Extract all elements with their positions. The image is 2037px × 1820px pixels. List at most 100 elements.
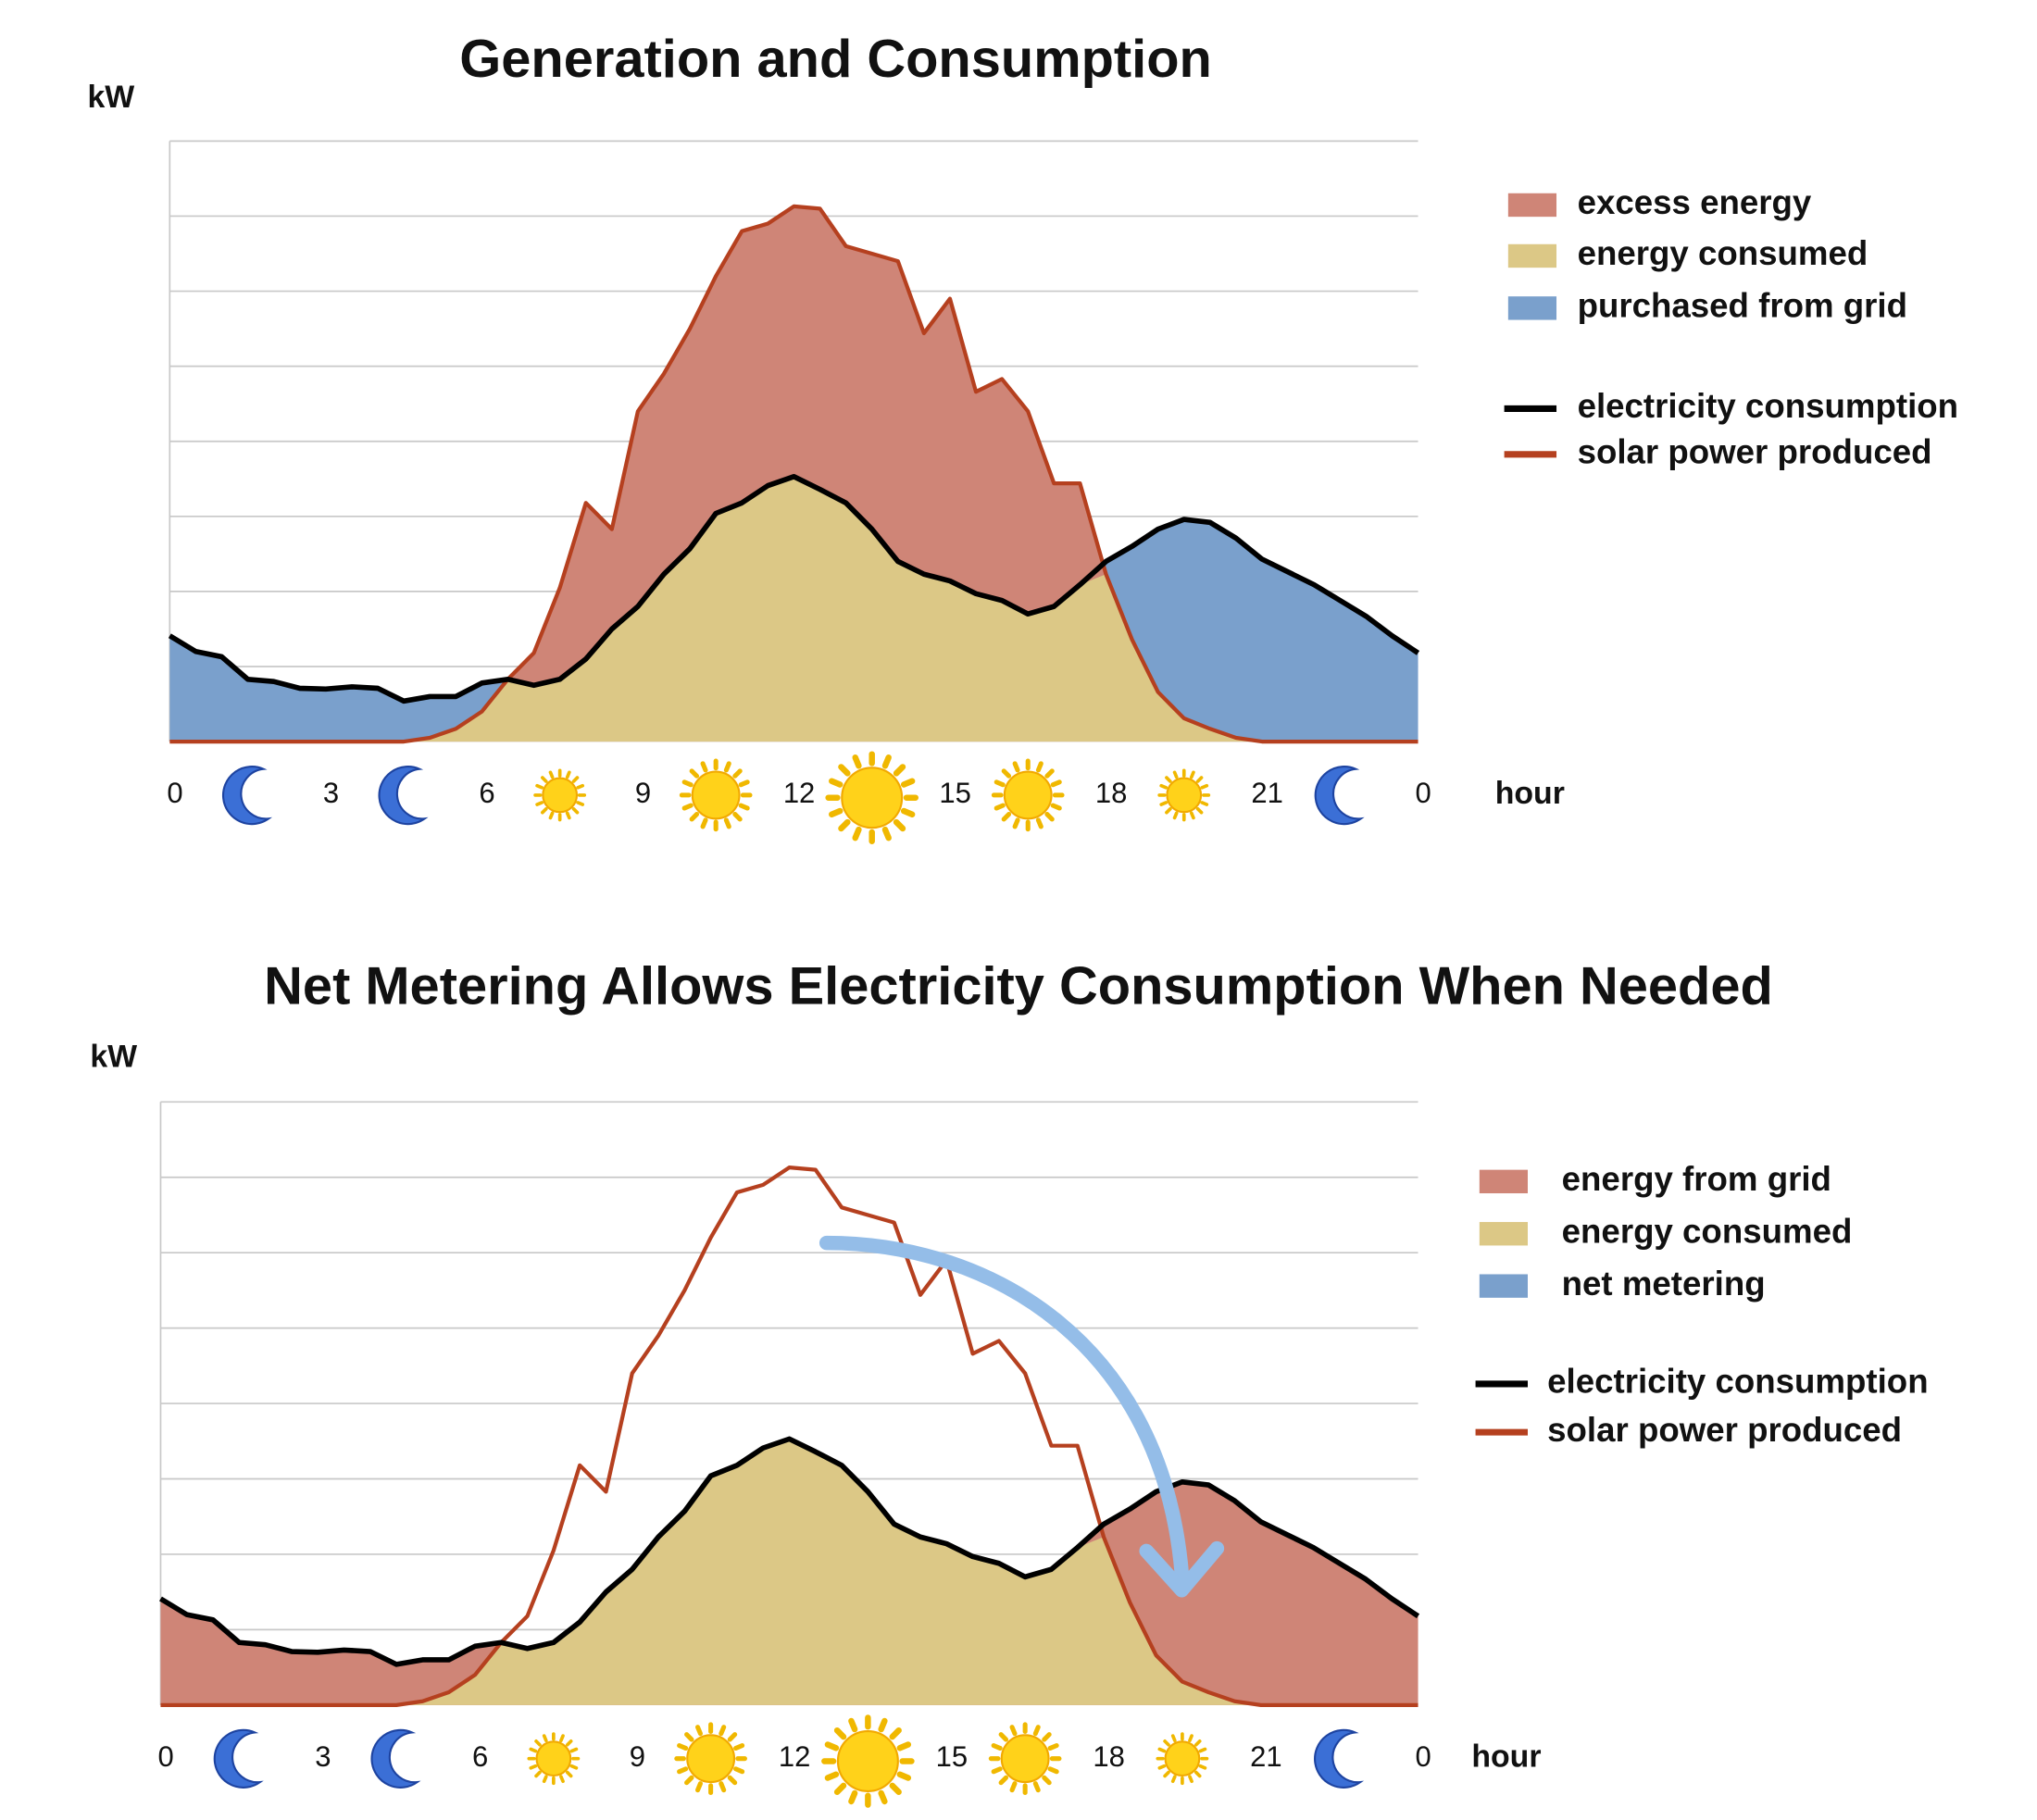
legend-label: net metering bbox=[1562, 1265, 1766, 1303]
legend-swatch bbox=[1507, 296, 1557, 320]
sun-ray bbox=[548, 770, 555, 779]
sun-icon bbox=[1157, 768, 1211, 822]
sun-ray bbox=[719, 1781, 727, 1793]
sun-ray bbox=[681, 803, 694, 811]
legend-label: energy consumed bbox=[1578, 234, 1868, 272]
sun-icon bbox=[527, 1732, 581, 1786]
sun-ray bbox=[1009, 1725, 1018, 1737]
sun-ray bbox=[733, 1766, 745, 1775]
sun-ray bbox=[1165, 776, 1172, 783]
sun-ray bbox=[565, 811, 571, 820]
sun-ray bbox=[889, 1727, 902, 1740]
sun-ray bbox=[1188, 1775, 1193, 1784]
arrow bbox=[819, 1235, 1190, 1581]
sun-ray bbox=[994, 779, 1006, 788]
sun-ray bbox=[541, 776, 548, 783]
sun-ray bbox=[1157, 1747, 1167, 1753]
legend-swatch bbox=[1479, 1222, 1528, 1246]
sun-ray bbox=[565, 770, 571, 779]
sun-ray bbox=[571, 806, 580, 815]
sun-ray bbox=[1163, 1739, 1170, 1747]
x-tick-label: 18 bbox=[1095, 777, 1128, 809]
sun-ray bbox=[689, 768, 700, 779]
sun-ray bbox=[576, 783, 585, 790]
legend-label: solar power produced bbox=[1547, 1411, 1902, 1449]
moon-icon bbox=[1314, 1728, 1365, 1789]
x-tick-label: 6 bbox=[472, 1740, 488, 1773]
sun-icon bbox=[533, 768, 587, 822]
legend-label: electricity consumption bbox=[1578, 387, 1958, 425]
sun-ray bbox=[1032, 1725, 1041, 1737]
sun-ray bbox=[998, 1732, 1009, 1742]
sun-ray bbox=[548, 811, 555, 820]
x-tick-label: 21 bbox=[1250, 1740, 1282, 1773]
sun-ray bbox=[1012, 817, 1020, 829]
sun-ray bbox=[569, 1747, 579, 1753]
sun-ray bbox=[900, 807, 916, 817]
sun-ray bbox=[896, 1771, 912, 1781]
sun-ray bbox=[889, 1782, 902, 1795]
x-tick-label: 3 bbox=[323, 777, 339, 809]
sun-icon bbox=[674, 1722, 747, 1796]
sun-ray bbox=[1044, 812, 1055, 822]
series-line bbox=[168, 474, 1420, 704]
x-tick-label: 18 bbox=[1093, 1740, 1124, 1773]
sun-ray bbox=[824, 1741, 840, 1751]
sun-icon bbox=[825, 751, 919, 844]
moon-icon bbox=[221, 766, 273, 826]
x-tick-label: 9 bbox=[630, 1740, 645, 1773]
sun-disc bbox=[535, 1740, 572, 1777]
sun-ray bbox=[1009, 1781, 1018, 1793]
sun-ray bbox=[535, 801, 544, 806]
sun-ray bbox=[541, 806, 548, 815]
sun-ray bbox=[727, 1775, 738, 1786]
sun-ray bbox=[1189, 770, 1195, 779]
legend-swatch bbox=[1507, 243, 1557, 268]
sun-ray bbox=[1042, 1775, 1052, 1786]
sun-ray bbox=[694, 1781, 703, 1793]
sun-ray bbox=[732, 768, 743, 779]
sun-ray bbox=[684, 1775, 694, 1786]
x-tick-label: 15 bbox=[939, 777, 970, 809]
moon-icon bbox=[370, 1728, 421, 1789]
x-tick-label: 12 bbox=[783, 777, 816, 809]
sun-ray bbox=[1198, 1747, 1207, 1753]
sun-ray bbox=[829, 807, 844, 817]
sun-ray bbox=[848, 1789, 858, 1805]
sun-ray bbox=[534, 1739, 542, 1747]
x-axis-label: hour bbox=[1495, 776, 1565, 811]
series-line bbox=[160, 1166, 1418, 1707]
sun-ray bbox=[1188, 1734, 1193, 1743]
x-tick-label: 15 bbox=[936, 1740, 969, 1773]
series-line bbox=[169, 204, 1418, 744]
sun-ray bbox=[1047, 1766, 1059, 1775]
x-tick-label: 0 bbox=[1416, 777, 1431, 809]
sun-ray bbox=[1157, 1764, 1167, 1770]
sun-ray bbox=[738, 803, 750, 811]
sun-ray bbox=[529, 1747, 538, 1753]
sun-icon bbox=[991, 758, 1065, 832]
sun-disc bbox=[542, 777, 579, 814]
chart-title: Net Metering Allows Electricity Consumpt… bbox=[264, 956, 1773, 1016]
legend-swatch bbox=[1479, 1274, 1528, 1298]
sun-ray bbox=[1050, 779, 1062, 788]
x-tick-label: 0 bbox=[167, 777, 182, 809]
sun-ray bbox=[733, 1743, 745, 1751]
sun-ray bbox=[881, 754, 892, 769]
x-tick-label: 6 bbox=[479, 777, 494, 809]
sun-ray bbox=[893, 818, 906, 832]
sun-ray bbox=[565, 1739, 573, 1747]
sun-ray bbox=[684, 1732, 694, 1742]
sun-ray bbox=[900, 778, 916, 788]
sun-ray bbox=[569, 1764, 579, 1770]
sun-ray bbox=[896, 1741, 912, 1751]
sun-ray bbox=[677, 1743, 689, 1751]
sun-ray bbox=[1042, 1732, 1052, 1742]
moon-icon bbox=[378, 766, 429, 826]
sun-ray bbox=[1170, 1775, 1177, 1784]
sun-ray bbox=[838, 764, 851, 777]
series-line bbox=[159, 1436, 1420, 1667]
moon-icon bbox=[1314, 766, 1365, 826]
sun-ray bbox=[738, 779, 750, 788]
